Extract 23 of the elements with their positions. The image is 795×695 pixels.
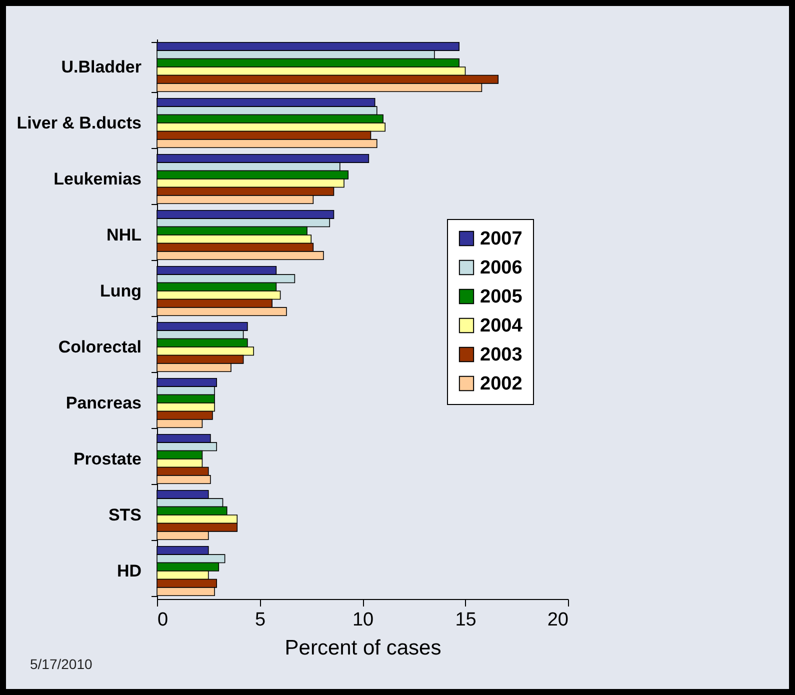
y-tick-label: Leukemias <box>54 170 142 188</box>
x-tick-label: 15 <box>455 610 476 630</box>
legend-label: 2002 <box>480 374 522 394</box>
x-tick-label: 0 <box>158 610 168 630</box>
legend-label: 2007 <box>480 228 522 250</box>
text: 5/17/2010 <box>30 656 92 672</box>
y-tick-label: HD <box>116 562 142 580</box>
y-tick-label: Liver & B.ducts <box>16 114 142 132</box>
x-tick-label: 20 <box>547 610 568 630</box>
y-tick-label: NHL <box>106 226 142 244</box>
x-axis-title: Percent of cases <box>284 636 442 660</box>
legend-label: 2003 <box>480 344 522 366</box>
x-tick-label: 5 <box>254 610 266 630</box>
y-tick-label: Pancreas <box>66 394 142 412</box>
y-tick-label: STS <box>108 506 142 524</box>
legend-label: 2006 <box>480 258 522 278</box>
y-tick-label: Prostate <box>73 450 142 468</box>
y-tick-label: Colorectal <box>58 338 142 356</box>
legend-label: 2004 <box>480 316 523 336</box>
x-tick-label: 10 <box>352 610 374 630</box>
legend-label: 2005 <box>480 286 523 308</box>
y-tick-label: Lung <box>100 282 142 300</box>
y-tick-label: U.Bladder <box>61 58 142 76</box>
